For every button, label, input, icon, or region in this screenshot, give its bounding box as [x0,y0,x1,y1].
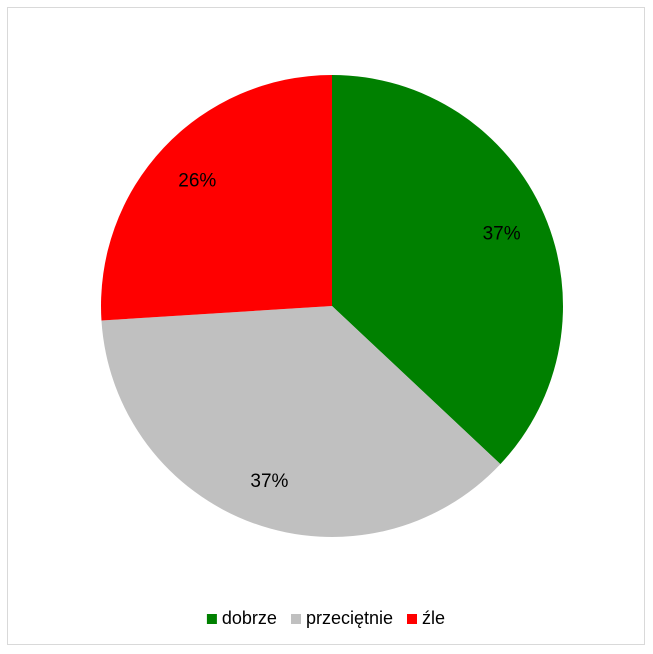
data-label-0: 37% [483,224,521,245]
legend-swatch-0 [206,614,217,624]
data-label-1: 37% [250,471,288,492]
pie-slice-1 [101,306,501,537]
legend: dobrze przeciętnie źle [206,608,445,628]
legend-swatch-1 [291,614,301,624]
legend-label-1: przeciętnie [306,608,393,628]
pie-slice-2 [101,75,333,321]
pie-slices [101,75,563,537]
legend-label-0: dobrze [222,608,277,628]
pie-data-labels: 37% 37% 26% [178,171,520,492]
legend-swatch-2 [407,614,417,624]
legend-label-2: źle [422,608,445,628]
data-label-2: 26% [178,171,216,192]
pie-slice-0 [332,75,563,465]
